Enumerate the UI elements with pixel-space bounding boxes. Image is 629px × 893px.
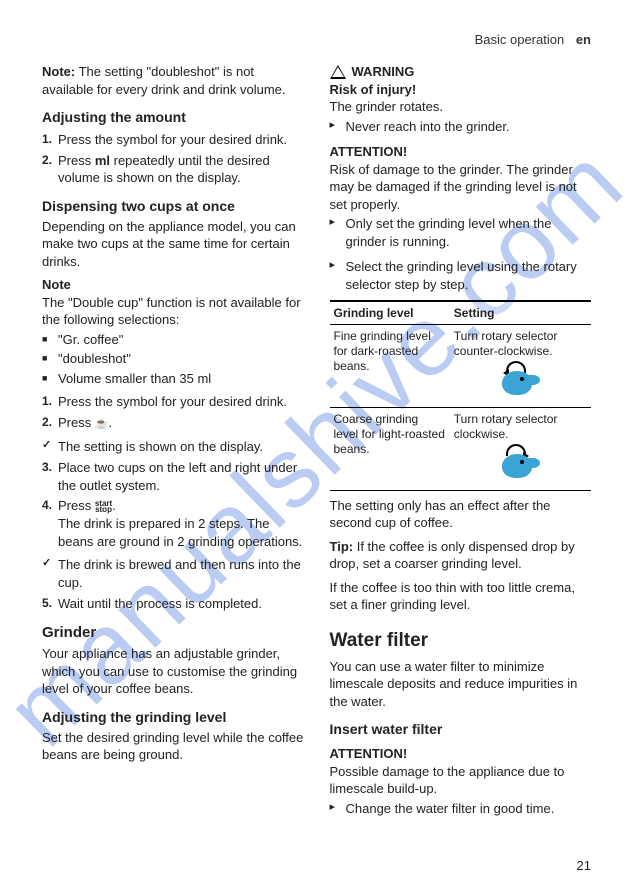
r1c2: Turn rotary selector counter-clockwise. [450, 324, 591, 407]
excl-2: "doubleshot" [58, 350, 304, 368]
table-header-row: Grinding level Setting [330, 301, 592, 325]
after-table-text: The setting only has an effect after the… [330, 497, 592, 532]
adj2-pre: Press [58, 153, 95, 168]
att-b2: Select the grinding level using the rota… [346, 258, 592, 293]
start-stop-icon: startstop [95, 501, 112, 514]
right-column: WARNING Risk of injury! The grinder rota… [330, 63, 592, 858]
tip-label: Tip: [330, 539, 354, 554]
dispensing-steps: Press the symbol for your desired drink.… [42, 393, 304, 431]
risk-bullets: Never reach into the grinder. [330, 118, 592, 136]
disp-step-1: Press the symbol for your desired drink. [58, 393, 304, 411]
r2c2-text: Turn rotary selector clockwise. [454, 412, 587, 442]
exclusion-list: "Gr. coffee" "doubleshot" Volume smaller… [42, 331, 304, 388]
note-label: Note: [42, 64, 75, 79]
adj-step-2: Press ml repeatedly until the desired vo… [58, 152, 304, 187]
s4-post: . [112, 498, 116, 513]
dial-ccw-icon [496, 363, 544, 403]
risk-text: The grinder rotates. [330, 98, 592, 116]
att2-b1: Change the water filter in good time. [346, 800, 592, 818]
s2-pre: Press [58, 415, 95, 430]
excl-1: "Gr. coffee" [58, 331, 304, 349]
note-paragraph: Note: The setting "doubleshot" is not av… [42, 63, 304, 98]
th-level: Grinding level [330, 301, 450, 325]
page-header: Basic operation en [42, 32, 591, 47]
adj-grind-title: Adjusting the grinding level [42, 708, 304, 727]
warning-triangle-icon [330, 65, 346, 79]
adj2-ml: ml [95, 153, 110, 168]
attention-text: Risk of damage to the grinder. The grind… [330, 161, 592, 214]
adjusting-amount-steps: Press the symbol for your desired drink.… [42, 131, 304, 187]
page-container: Basic operation en Note: The setting "do… [0, 0, 629, 893]
grinder-text: Your appliance has an adjustable grinder… [42, 645, 304, 698]
table-row: Coarse grinding level for light-roasted … [330, 407, 592, 490]
note-text: The setting "doubleshot" is not availabl… [42, 64, 286, 97]
attention-title: ATTENTION! [330, 143, 592, 161]
adjusting-amount-title: Adjusting the amount [42, 108, 304, 127]
r1c1: Fine grinding level for dark-roasted bea… [330, 324, 450, 407]
r1c2-text: Turn rotary selector counter-clockwise. [454, 329, 587, 359]
disp-step-3: Place two cups on the left and right und… [58, 459, 304, 494]
columns: Note: The setting "doubleshot" is not av… [42, 63, 591, 858]
dispensing-intro: Depending on the appliance model, you ca… [42, 218, 304, 271]
dial-cw-cell [454, 442, 587, 486]
grinder-title: Grinder [42, 623, 304, 643]
two-cups-icon: ☕ [95, 418, 109, 430]
excl-3: Volume smaller than 35 ml [58, 370, 304, 388]
risk-bullet-1: Never reach into the grinder. [346, 118, 592, 136]
dial-cw-icon [496, 446, 544, 486]
check-2: The drink is brewed and then runs into t… [42, 556, 304, 591]
warning-row: WARNING [330, 63, 592, 81]
tip-text-2: If the coffee is too thin with too littl… [330, 579, 592, 614]
disp-step-5: Wait until the process is completed. [58, 595, 304, 613]
note2-text: The "Double cup" function is not availab… [42, 294, 304, 329]
table-row: Fine grinding level for dark-roasted bea… [330, 324, 592, 407]
check-brewed: The drink is brewed and then runs into t… [58, 556, 304, 591]
grinding-table: Grinding level Setting Fine grinding lev… [330, 300, 592, 491]
tip-paragraph: Tip: If the coffee is only dispensed dro… [330, 538, 592, 573]
att-b1: Only set the grinding level when the gri… [346, 215, 592, 250]
adj-step-1: Press the symbol for your desired drink. [58, 131, 304, 149]
page-number: 21 [42, 858, 591, 873]
r2c1: Coarse grinding level for light-roasted … [330, 407, 450, 490]
dial-ccw-cell [454, 359, 587, 403]
s4-pre: Press [58, 498, 95, 513]
adj-grind-text: Set the desired grinding level while the… [42, 729, 304, 764]
th-setting: Setting [450, 301, 591, 325]
r2c2: Turn rotary selector clockwise. [450, 407, 591, 490]
s2-post: . [109, 415, 113, 430]
check-display: The setting is shown on the display. [58, 438, 304, 456]
s4-desc: The drink is prepared in 2 steps. The be… [58, 515, 304, 550]
insert-filter-title: Insert water filter [330, 720, 592, 739]
check-1: The setting is shown on the display. [42, 438, 304, 456]
note2-title: Note [42, 276, 304, 294]
dispensing-steps-cont: Place two cups on the left and right und… [42, 459, 304, 550]
tip-text: If the coffee is only dispensed drop by … [330, 539, 575, 572]
risk-title: Risk of injury! [330, 81, 592, 99]
header-section: Basic operation [475, 32, 565, 47]
attention2-text: Possible damage to the appliance due to … [330, 763, 592, 798]
dispensing-title: Dispensing two cups at once [42, 197, 304, 216]
warning-label: WARNING [352, 63, 415, 81]
attention-bullets: Only set the grinding level when the gri… [330, 215, 592, 293]
attention2-title: ATTENTION! [330, 745, 592, 763]
water-filter-text: You can use a water filter to minimize l… [330, 658, 592, 711]
dispensing-steps-end: Wait until the process is completed. [42, 595, 304, 613]
left-column: Note: The setting "doubleshot" is not av… [42, 63, 304, 858]
disp-step-4: Press startstop. The drink is prepared i… [58, 497, 304, 550]
water-filter-title: Water filter [330, 628, 592, 654]
disp-step-2: Press ☕. [58, 414, 304, 432]
attention2-bullets: Change the water filter in good time. [330, 800, 592, 818]
header-lang: en [576, 32, 591, 47]
